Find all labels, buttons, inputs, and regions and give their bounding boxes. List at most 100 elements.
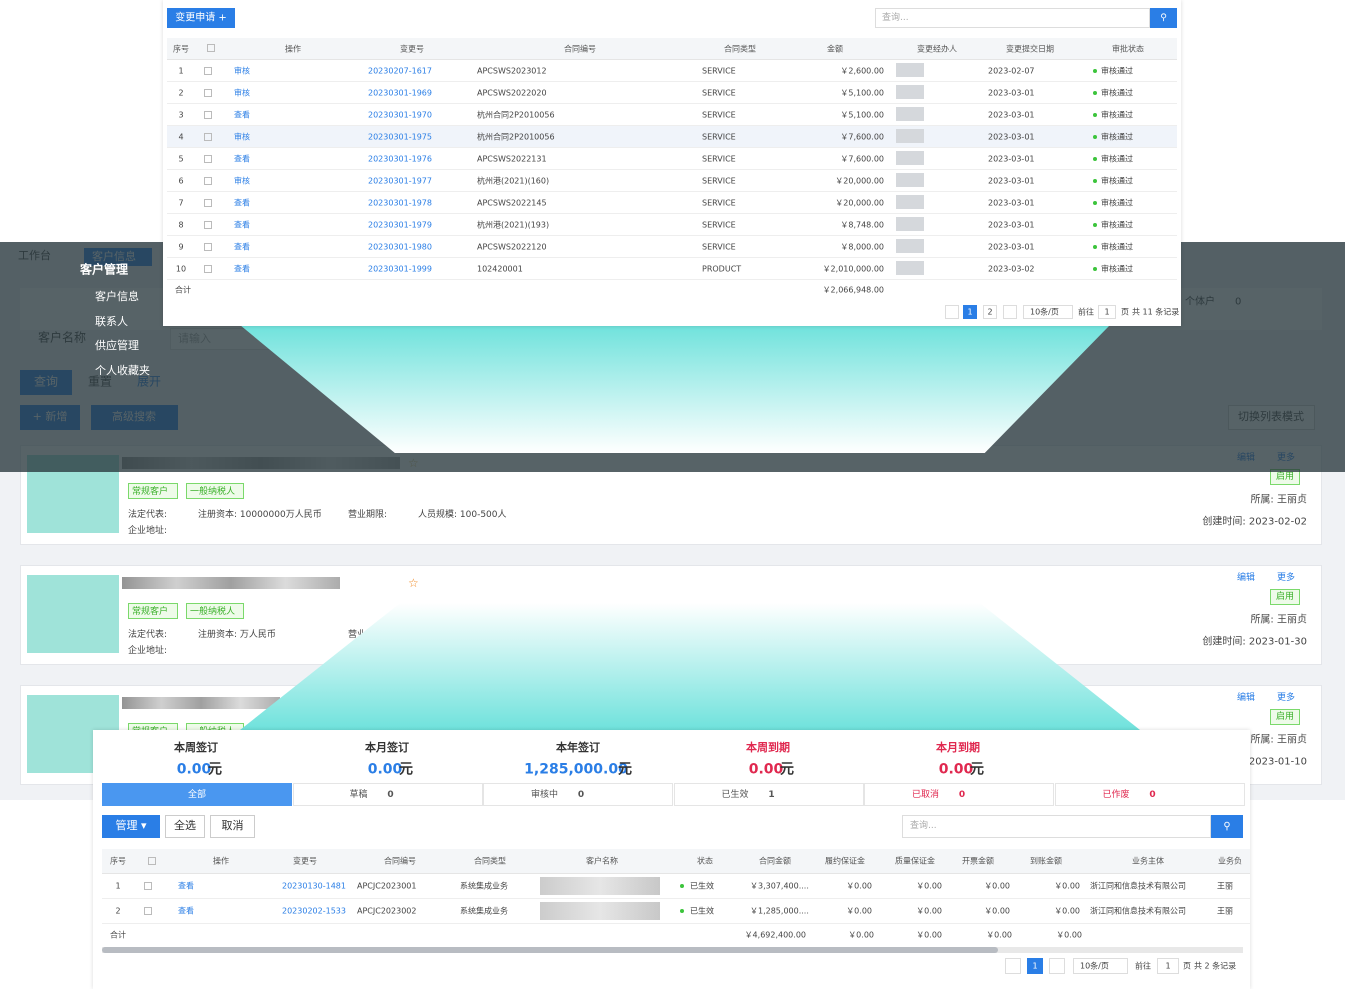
tag	[128, 483, 178, 499]
text: 8	[178, 220, 184, 230]
checkbox	[204, 199, 212, 207]
text: 已生效	[690, 906, 714, 916]
link[interactable]: 20230301-1979	[368, 220, 432, 230]
text: ￥0.00	[1054, 906, 1080, 916]
tab-label: 已作废	[1102, 790, 1130, 800]
menu-title: 客户管理	[80, 262, 129, 277]
text: 注册资本: 万人民币	[198, 630, 276, 640]
menu-item[interactable]: 供应管理	[95, 339, 139, 352]
row	[167, 126, 1177, 148]
text: ￥4,692,400.00	[744, 930, 806, 940]
column-header: 到账金额	[1030, 856, 1062, 866]
search-btn[interactable]: ⚲	[1150, 8, 1177, 28]
checkbox	[207, 44, 215, 52]
select[interactable]	[1023, 305, 1073, 319]
text: ￥0.00	[984, 881, 1010, 891]
blurred-name	[896, 217, 924, 231]
input[interactable]	[1157, 958, 1179, 974]
btn[interactable]	[167, 8, 235, 28]
checkbox	[204, 67, 212, 75]
menu-item[interactable]: 联系人	[95, 314, 128, 328]
blurred-name	[896, 129, 924, 143]
link[interactable]: 审核	[234, 88, 250, 98]
text: 10条/页	[1080, 961, 1109, 971]
link[interactable]: 20230130-1481	[282, 881, 346, 891]
text: ￥0.00	[846, 881, 872, 891]
text: 王丽	[1217, 881, 1233, 891]
text: 企业地址:	[128, 526, 168, 536]
button-label: 取消	[221, 819, 244, 832]
text: 浙江同和信息技术有限公司	[1090, 881, 1186, 891]
pager-btn[interactable]	[983, 305, 997, 319]
tab[interactable]	[864, 783, 1054, 806]
pager-btn[interactable]	[1049, 958, 1065, 974]
search-input[interactable]	[875, 8, 1150, 28]
link[interactable]: 编辑	[1237, 693, 1256, 703]
link[interactable]: 更多	[1277, 573, 1296, 583]
row	[167, 82, 1177, 104]
link[interactable]: 20230301-1978	[368, 198, 432, 208]
tab-count: 0	[1149, 790, 1156, 800]
pager-btn[interactable]	[945, 305, 959, 319]
tab[interactable]	[292, 783, 483, 806]
text: 杭州港(2021)(160)	[477, 176, 550, 186]
text: ￥0.00	[1054, 881, 1080, 891]
link[interactable]: 更多	[1277, 693, 1296, 703]
tab[interactable]	[673, 783, 864, 806]
link[interactable]: 查看	[234, 110, 250, 120]
btn[interactable]	[210, 815, 255, 838]
search-btn[interactable]: ⚲	[1211, 815, 1243, 838]
text: ￥2,010,000.00	[822, 264, 884, 274]
stat-value: 0.00	[748, 761, 784, 778]
pager-btn[interactable]	[1005, 958, 1021, 974]
status-dot	[1093, 267, 1097, 271]
column-header: 客户名称	[586, 856, 618, 866]
text: ￥3,307,400....	[750, 881, 809, 891]
link[interactable]: 20230207-1617	[368, 66, 432, 76]
pager-btn[interactable]	[963, 305, 977, 319]
text: 2023-03-01	[988, 154, 1035, 164]
btn[interactable]	[102, 815, 160, 838]
blurred-name	[540, 902, 660, 920]
link[interactable]: 查看	[178, 881, 194, 891]
menu-item[interactable]: 个人收藏夹	[95, 363, 150, 377]
link[interactable]: 20230301-1980	[368, 242, 432, 252]
link[interactable]: 查看	[234, 154, 250, 164]
pager-btn[interactable]	[1027, 958, 1043, 974]
link[interactable]: 编辑	[1237, 573, 1256, 583]
page-number: 2	[987, 307, 993, 317]
link[interactable]: 20230301-1970	[368, 110, 432, 120]
link[interactable]: 查看	[234, 198, 250, 208]
link[interactable]: 查看	[234, 242, 250, 252]
menu-item[interactable]: 客户信息	[95, 290, 139, 303]
blurred-name	[122, 697, 280, 709]
btn[interactable]	[165, 815, 205, 838]
link[interactable]: 审核	[234, 66, 250, 76]
link[interactable]: 20230301-1969	[368, 88, 432, 98]
blurred-name	[122, 577, 340, 589]
link[interactable]: 查看	[178, 906, 194, 916]
link[interactable]: 审核	[234, 132, 250, 142]
text: 1	[178, 66, 184, 76]
link[interactable]: 20230301-1976	[368, 154, 432, 164]
link[interactable]: 查看	[234, 264, 250, 274]
blurred-name	[896, 239, 924, 253]
pager-btn[interactable]	[1003, 305, 1017, 319]
text: SERVICE	[702, 176, 736, 186]
text: APCSWS2023012	[477, 66, 547, 76]
tab[interactable]	[102, 783, 292, 806]
text: 审核通过	[1101, 242, 1133, 252]
search-input[interactable]	[902, 815, 1211, 838]
tab[interactable]	[483, 783, 673, 806]
tab[interactable]	[1054, 783, 1245, 806]
link[interactable]: 20230301-1977	[368, 176, 432, 186]
link[interactable]: 20230301-1999	[368, 264, 432, 274]
link[interactable]: 20230202-1533	[282, 906, 346, 916]
link[interactable]: 审核	[234, 176, 250, 186]
link[interactable]: 20230301-1975	[368, 132, 432, 142]
row	[102, 899, 1250, 924]
status-dot	[1093, 179, 1097, 183]
link[interactable]: 查看	[234, 220, 250, 230]
input[interactable]	[1098, 305, 1116, 319]
select[interactable]	[1073, 958, 1128, 974]
